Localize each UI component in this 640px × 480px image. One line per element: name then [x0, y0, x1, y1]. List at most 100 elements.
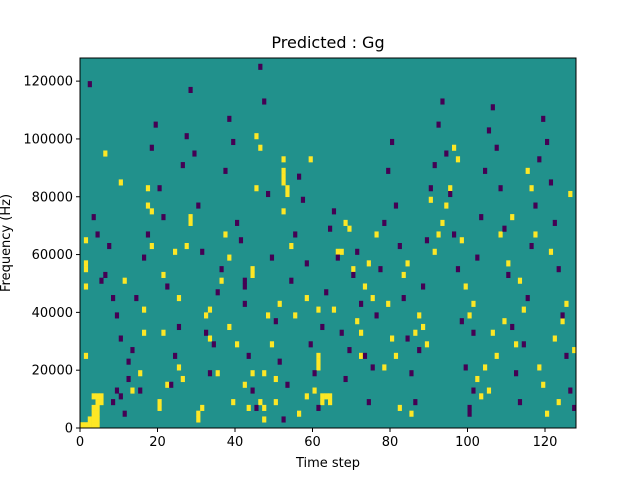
heatmap-cell-high [374, 231, 379, 238]
heatmap-cell-high [118, 179, 123, 186]
heatmap-cell-low [347, 347, 352, 354]
heatmap-cell-high [483, 364, 488, 371]
heatmap-cell-high [556, 399, 561, 406]
heatmap-cell-high [316, 364, 321, 371]
heatmap-cell-high [459, 237, 464, 244]
heatmap-cell-high [204, 312, 209, 319]
heatmap-cell-high [335, 248, 340, 255]
heatmap-cell-low [568, 387, 573, 394]
heatmap-cell-high [510, 214, 515, 221]
heatmap-cell-high [386, 300, 391, 307]
heatmap-cell-high [215, 370, 220, 377]
heatmap-cell-high [304, 393, 309, 400]
heatmap-cell-low [393, 202, 399, 209]
heatmap-cell-low [134, 295, 139, 302]
heatmap-cell-high [99, 399, 104, 406]
heatmap-cell-low [196, 202, 201, 209]
heatmap-cell-high [436, 231, 441, 238]
heatmap-cell-low [432, 162, 437, 169]
heatmap-cell-low [211, 341, 216, 348]
heatmap-cell-low [142, 254, 147, 261]
heatmap-cell-low [111, 295, 116, 302]
heatmap-cell-high [417, 312, 422, 319]
heatmap-cell-high [207, 335, 213, 342]
heatmap-cell-low [374, 312, 379, 319]
heatmap-cell-high [184, 243, 189, 250]
heatmap-cell-low [362, 352, 368, 359]
heatmap-cell-low [514, 370, 519, 377]
heatmap-cell-high [273, 399, 278, 406]
heatmap-cell-high [281, 208, 286, 215]
heatmap-cell-high [277, 300, 282, 307]
x-tick-label: 100 [455, 435, 480, 450]
heatmap-cell-low [273, 318, 278, 325]
heatmap-cell-high [393, 352, 399, 359]
heatmap-cell-high [343, 219, 348, 226]
heatmap-cell-low [242, 283, 247, 290]
heatmap-cell-high [83, 352, 89, 359]
heatmap-cell-high [83, 283, 89, 290]
heatmap-cell-high [142, 306, 147, 313]
heatmap-cell-high [285, 190, 290, 198]
heatmap-cell-high [382, 364, 387, 371]
heatmap-cell-high [83, 237, 89, 244]
heatmap-cell-low [118, 393, 123, 400]
heatmap-cell-high [242, 381, 247, 388]
heatmap-cell-high [463, 283, 468, 290]
heatmap-cell-low [204, 329, 209, 336]
heatmap-cell-low [300, 196, 306, 203]
heatmap-cell-high [355, 318, 360, 325]
heatmap-cell-high [517, 277, 523, 284]
heatmap-cell-high [541, 381, 546, 388]
heatmap-cell-low [525, 295, 530, 302]
x-tick-label: 0 [76, 435, 84, 450]
heatmap-cell-low [130, 347, 135, 354]
heatmap-cell-low [126, 358, 131, 365]
heatmap-cell-low [324, 289, 329, 296]
heatmap-cell-low [351, 271, 356, 278]
heatmap-cell-low [355, 248, 360, 255]
heatmap-cell-high [99, 393, 104, 400]
heatmap-cell-high [142, 329, 147, 336]
heatmap-cell-high [560, 318, 565, 325]
heatmap-cell-high [320, 399, 325, 406]
heatmap-cell-high [308, 156, 313, 163]
heatmap-cell-low [413, 399, 418, 406]
heatmap-cell-low [223, 167, 228, 174]
heatmap-cell-low [467, 404, 472, 411]
heatmap-cell-low [173, 352, 178, 359]
heatmap-cell-low [405, 335, 410, 342]
heatmap-cell-low [343, 375, 348, 383]
heatmap-cell-low [378, 266, 383, 273]
heatmap-cell-high [95, 404, 100, 411]
heatmap-cell-high [521, 306, 526, 313]
heatmap-cell-low [161, 214, 166, 221]
heatmap-cell-low [219, 266, 224, 273]
heatmap-cell-low [424, 237, 430, 244]
heatmap-cell-high [87, 422, 92, 429]
heatmap-cell-high [324, 393, 329, 400]
heatmap-cell-high [479, 393, 484, 400]
heatmap-cell-low [122, 410, 127, 417]
chart-title: Predicted : Gg [271, 33, 384, 52]
heatmap-cell-low [452, 231, 457, 238]
heatmap-cells [80, 63, 577, 429]
heatmap-cell-high [339, 248, 344, 255]
heatmap-cell-high [91, 393, 96, 400]
heatmap-cell-high [254, 185, 259, 192]
heatmap-cell-high [269, 341, 275, 348]
heatmap-cell-high [424, 341, 430, 348]
heatmap-cell-high [304, 295, 309, 302]
heatmap-cell-low [421, 283, 426, 290]
heatmap-cell-low [552, 219, 557, 226]
heatmap-cell-low [510, 323, 515, 331]
y-tick-label: 60000 [32, 248, 73, 263]
heatmap-cell-low [227, 115, 232, 122]
heatmap-cell-high [188, 214, 193, 221]
heatmap-cell-high [250, 370, 255, 377]
heatmap-cell-high [180, 375, 185, 383]
heatmap-cell-high [293, 312, 298, 319]
heatmap-cell-high [347, 225, 352, 232]
heatmap-cell-low [235, 219, 240, 226]
heatmap-cell-high [486, 387, 492, 394]
